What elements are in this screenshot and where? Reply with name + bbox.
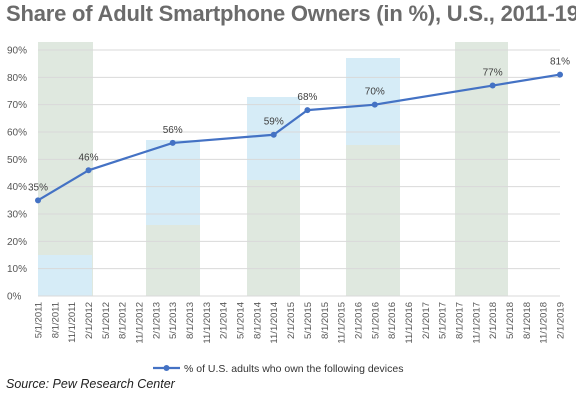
y-tick-label: 20% <box>7 237 27 248</box>
x-tick-label: 8/1/2016 <box>387 302 398 339</box>
x-tick-label: 5/1/2012 <box>101 302 112 339</box>
y-tick-label: 90% <box>7 46 27 57</box>
x-tick-label: 5/1/2017 <box>438 302 449 339</box>
x-tick-label: 2/1/2019 <box>556 302 567 339</box>
decor-band <box>146 225 200 296</box>
y-axis-ticks: 0% 10% 20% 30% 40% 50% 60% 70% 80% 90% <box>7 46 27 303</box>
x-tick-label: 11/1/2015 <box>337 302 348 344</box>
x-tick-label: 5/1/2013 <box>168 302 179 339</box>
data-label: 56% <box>163 125 183 136</box>
series <box>35 71 563 204</box>
x-tick-label: 8/1/2011 <box>50 302 61 338</box>
chart-title: Share of Adult Smartphone Owners (in %),… <box>6 1 576 26</box>
x-tick-label: 2/1/2017 <box>421 302 432 339</box>
data-label: 35% <box>28 182 48 193</box>
y-tick-label: 80% <box>7 73 27 84</box>
x-tick-label: 8/1/2014 <box>252 302 263 339</box>
x-tick-label: 2/1/2018 <box>488 302 499 339</box>
x-tick-label: 8/1/2017 <box>454 302 465 339</box>
decor-band <box>38 255 92 296</box>
x-tick-label: 8/1/2013 <box>185 302 196 339</box>
y-tick-label: 40% <box>7 182 27 193</box>
x-tick-label: 11/1/2017 <box>471 302 482 344</box>
y-tick-label: 0% <box>7 292 22 303</box>
x-tick-label: 5/1/2016 <box>370 302 381 339</box>
x-tick-label: 5/1/2011 <box>34 302 45 338</box>
background-decoration <box>38 42 508 296</box>
x-tick-label: 2/1/2014 <box>219 302 230 339</box>
decor-band <box>247 180 300 296</box>
y-tick-label: 30% <box>7 210 27 221</box>
legend-label: % of U.S. adults who own the following d… <box>184 363 403 375</box>
legend-marker <box>163 365 170 371</box>
x-tick-label: 5/1/2018 <box>505 302 516 339</box>
x-tick-label: 5/1/2014 <box>236 302 247 339</box>
decor-band <box>346 145 400 296</box>
data-label: 46% <box>79 152 99 163</box>
x-tick-label: 8/1/2012 <box>118 302 129 339</box>
data-label: 77% <box>483 68 503 79</box>
y-tick-label: 10% <box>7 264 27 275</box>
x-tick-label: 2/1/2013 <box>151 302 162 339</box>
x-axis-ticks: 5/1/2011 8/1/2011 11/1/2011 2/1/2012 5/1/201… <box>34 302 567 344</box>
data-point <box>270 131 277 138</box>
data-label: 70% <box>365 87 385 98</box>
data-point <box>489 82 496 89</box>
y-tick-label: 70% <box>7 100 27 111</box>
data-label: 81% <box>550 57 570 68</box>
data-label: 68% <box>297 92 317 103</box>
x-tick-label: 2/1/2012 <box>84 302 95 339</box>
x-tick-label: 11/1/2012 <box>135 302 146 344</box>
x-tick-label: 11/1/2011 <box>67 302 78 343</box>
source-note: Source: Pew Research Center <box>6 377 175 391</box>
data-point <box>169 139 176 146</box>
legend: % of U.S. adults who own the following d… <box>153 363 403 375</box>
decor-band <box>455 42 508 296</box>
x-tick-label: 11/1/2018 <box>539 302 550 344</box>
data-point <box>557 71 563 78</box>
x-tick-label: 11/1/2016 <box>404 302 415 344</box>
data-labels: 35% 46% 56% 59% 68% 70% 77% 81% <box>28 57 570 194</box>
decor-band <box>38 42 93 296</box>
data-point <box>85 167 92 174</box>
data-point <box>35 197 41 204</box>
data-point <box>304 107 311 114</box>
y-tick-label: 60% <box>7 128 27 139</box>
x-tick-label: 8/1/2015 <box>320 302 331 339</box>
x-tick-label: 11/1/2014 <box>269 302 280 344</box>
y-tick-label: 50% <box>7 155 27 166</box>
x-tick-label: 8/1/2018 <box>522 302 533 339</box>
data-point <box>371 101 378 108</box>
x-tick-label: 2/1/2015 <box>286 302 297 339</box>
x-tick-label: 5/1/2015 <box>303 302 314 339</box>
x-tick-label: 2/1/2016 <box>353 302 364 339</box>
data-label: 59% <box>264 117 284 128</box>
x-tick-label: 11/1/2013 <box>202 302 213 344</box>
series-line <box>37 73 561 202</box>
